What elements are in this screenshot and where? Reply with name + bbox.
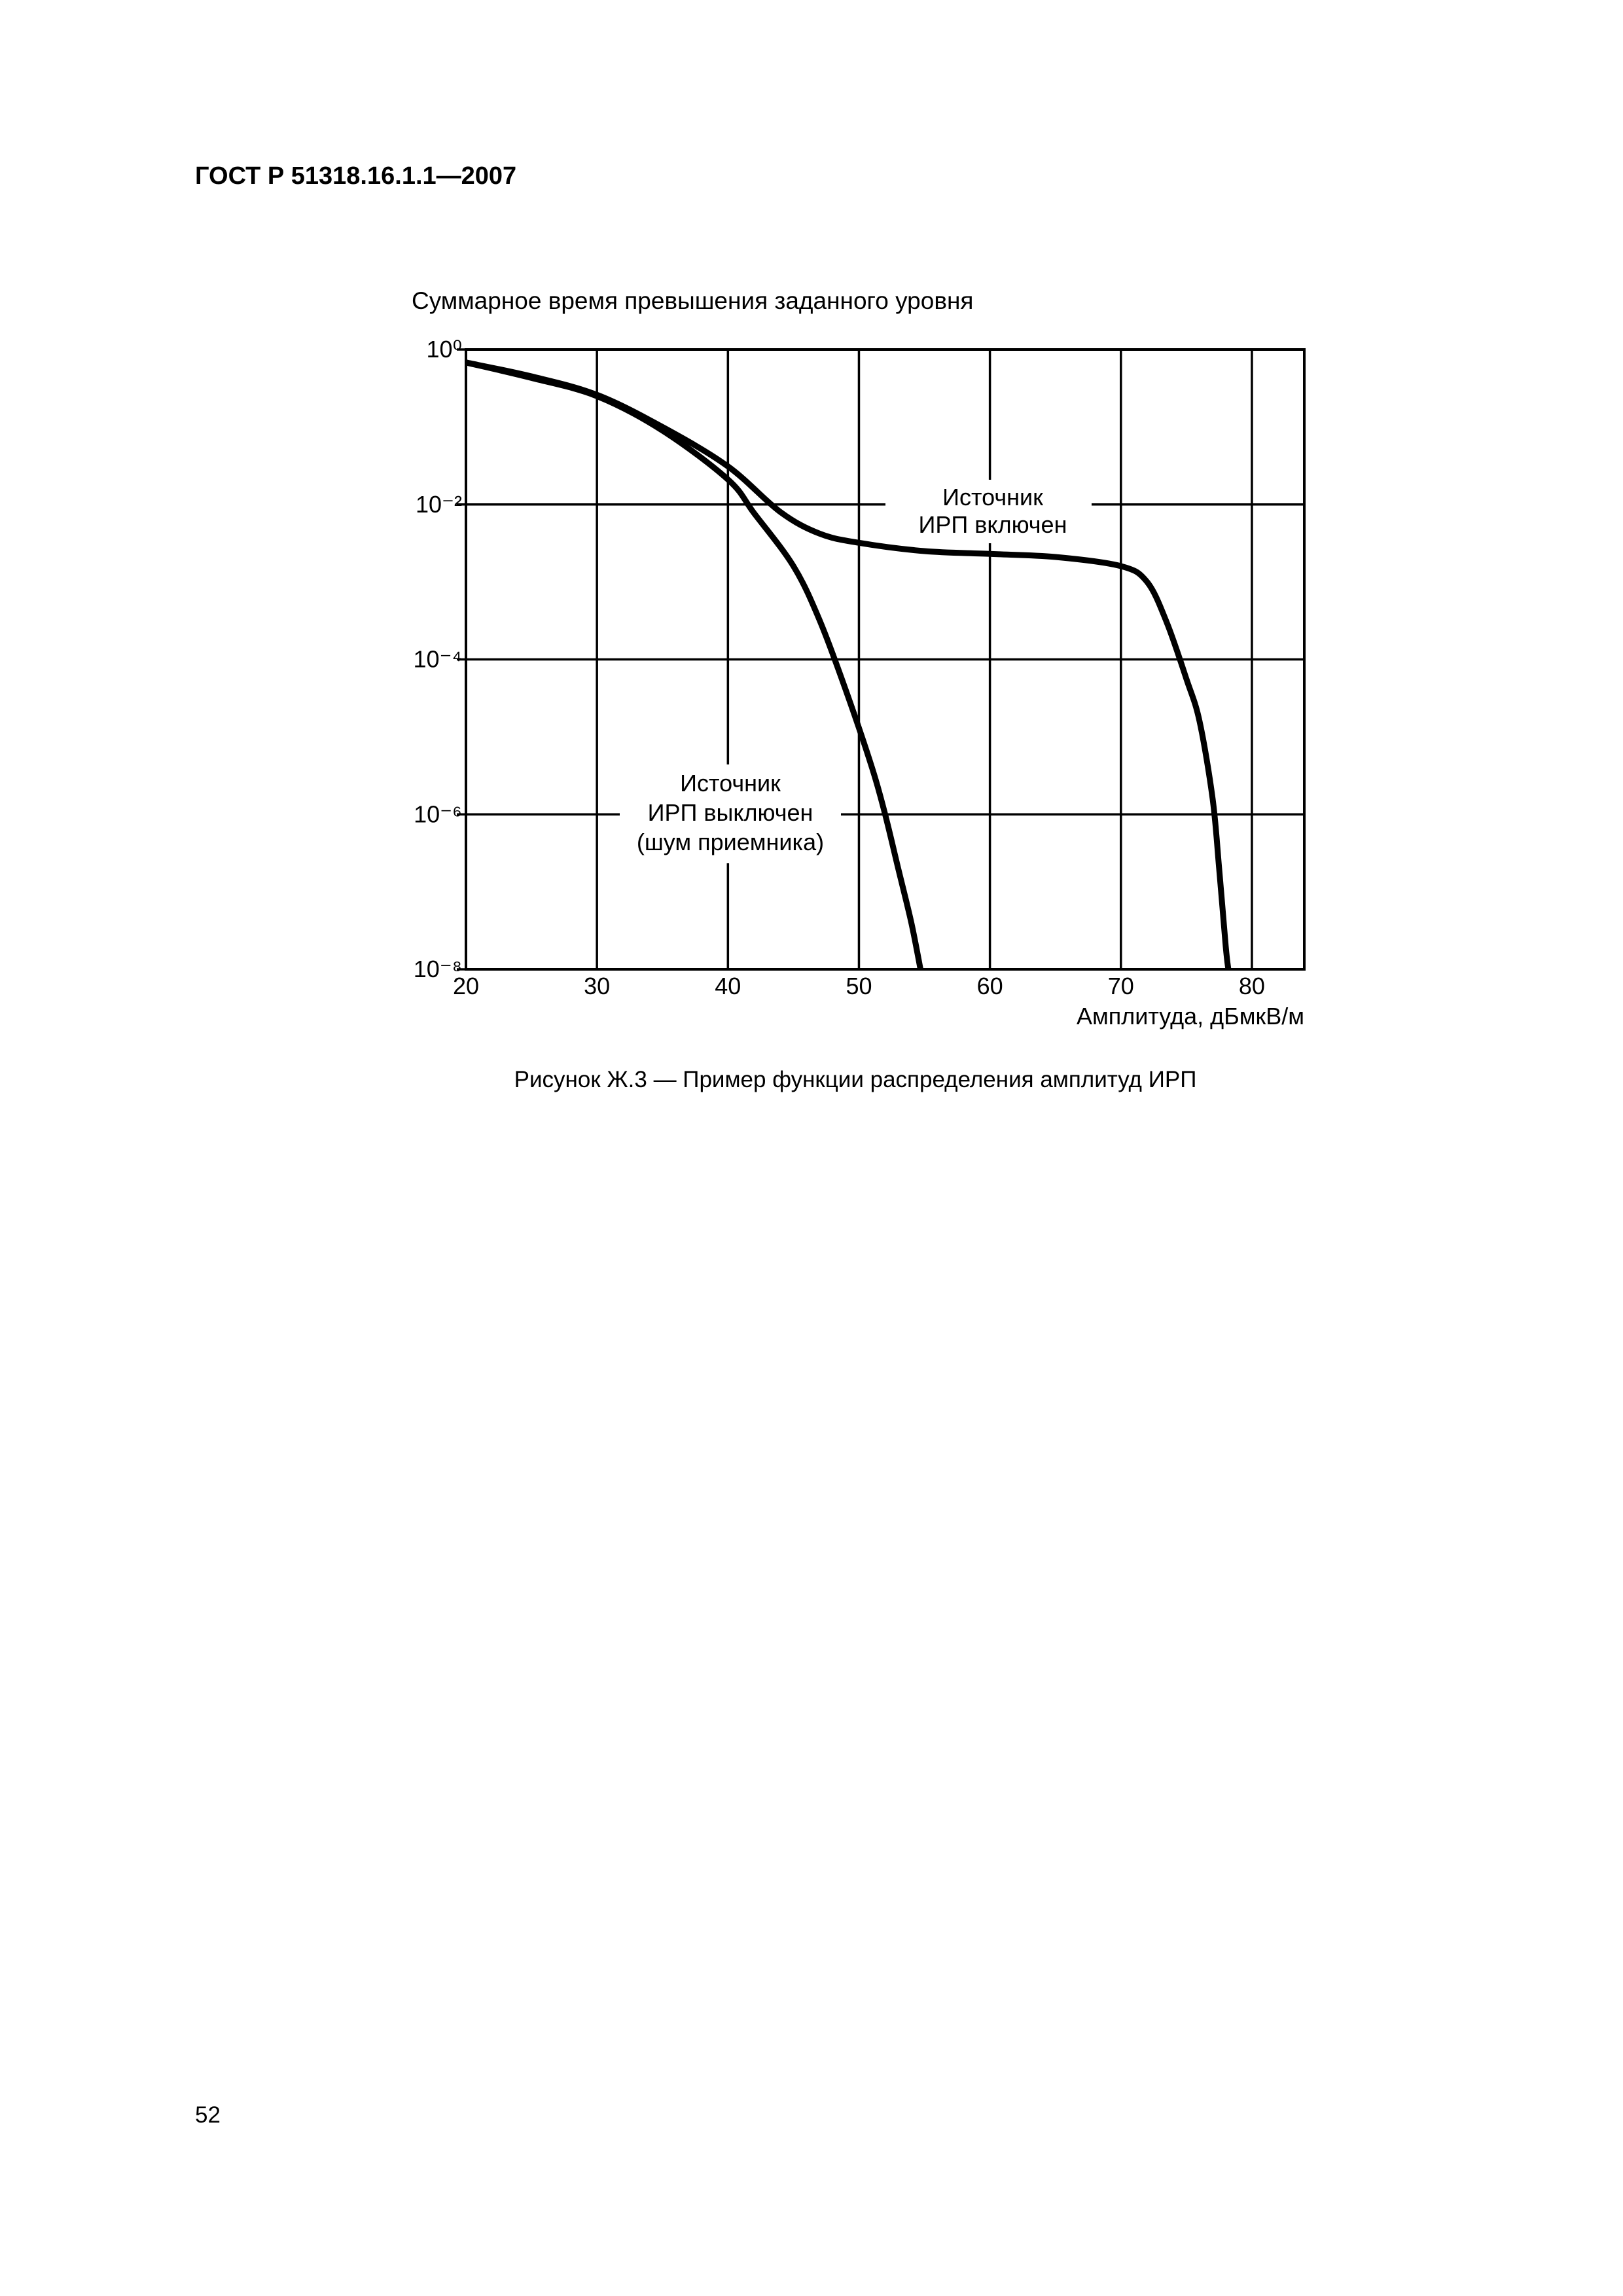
y-tick-label: 10⁻⁶ xyxy=(414,800,462,827)
annotation-background xyxy=(620,764,841,863)
curve xyxy=(465,359,1232,970)
chart-title: Суммарное время превышения заданного уро… xyxy=(412,287,973,314)
x-tick-label: 50 xyxy=(846,973,872,999)
y-tick-label: 10⁰ xyxy=(427,336,462,363)
page-number: 52 xyxy=(195,2102,221,2128)
annotation-background xyxy=(885,480,1092,543)
x-tick-label: 80 xyxy=(1239,973,1265,999)
annotation: (шум приемника) xyxy=(637,829,824,855)
annotation: Источник xyxy=(680,770,781,797)
x-tick-label: 30 xyxy=(584,973,610,999)
y-tick-label: 10⁻⁸ xyxy=(414,956,462,982)
x-tick-label: 20 xyxy=(453,973,479,999)
y-tick-label: 10⁻⁴ xyxy=(413,646,462,673)
x-tick-label: 60 xyxy=(977,973,1003,999)
y-tick-label: 10⁻² xyxy=(416,491,462,518)
x-tick-label: 40 xyxy=(715,973,741,999)
curve xyxy=(465,359,923,970)
chart: Суммарное время превышения заданного уро… xyxy=(412,287,1306,1030)
x-tick-label: 70 xyxy=(1108,973,1134,999)
annotation: ИРП включен xyxy=(919,511,1067,538)
annotation: ИРП выключен xyxy=(648,799,813,826)
x-axis-label: Амплитуда, дБмкВ/м xyxy=(1077,1003,1304,1030)
header: ГОСТ Р 51318.16.1.1—2007 xyxy=(195,162,517,190)
plot-frame xyxy=(465,348,1306,971)
annotation: Источник xyxy=(942,484,1043,511)
caption: Рисунок Ж.3 — Пример функции распределен… xyxy=(514,1067,1197,1092)
